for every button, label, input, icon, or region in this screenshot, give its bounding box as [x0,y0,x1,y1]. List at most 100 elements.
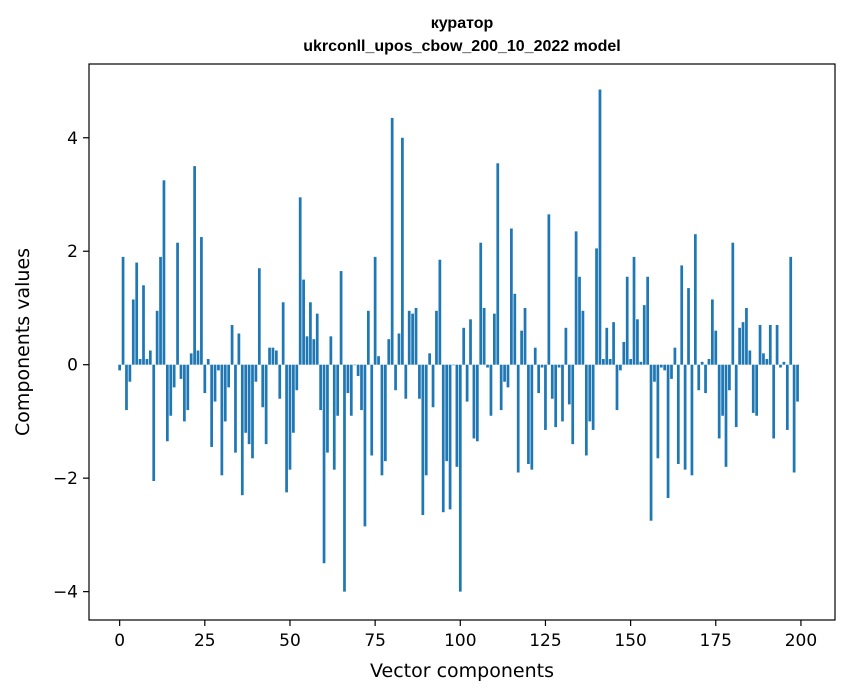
bar-7 [142,285,145,365]
bar-88 [418,364,421,399]
bar-62 [329,336,333,365]
bar-41 [257,268,261,365]
bar-144 [608,359,612,365]
bar-183 [741,322,745,365]
bar-136 [581,310,585,365]
bar-0 [118,364,122,371]
bar-197 [789,256,793,365]
bar-153 [639,361,643,365]
bar-82 [397,333,401,365]
bar-73 [366,310,370,365]
bar-83 [401,137,404,365]
bar-63 [332,364,336,470]
bar-143 [605,327,609,365]
bar-178 [724,364,728,467]
bar-31 [223,364,227,422]
bar-75 [373,256,377,365]
bar-106 [479,242,483,365]
bar-56 [309,302,312,365]
bar-93 [435,310,438,365]
bar-67 [346,364,350,394]
bar-8 [145,359,149,365]
bar-172 [704,364,707,394]
bar-1 [121,256,125,365]
bar-23 [196,350,200,365]
bar-45 [271,347,275,365]
bar-164 [676,364,680,464]
bar-158 [656,364,660,459]
bar-137 [584,364,588,456]
bar-120 [527,364,530,464]
y-tick-label: −4 [53,583,78,603]
bar-156 [649,364,653,521]
bar-132 [567,364,571,405]
bar-30 [220,364,224,476]
bar-38 [247,364,251,445]
bar-33 [230,324,234,365]
bar-146 [615,364,619,411]
bar-89 [421,364,425,516]
bar-48 [281,302,285,365]
bar-184 [745,307,748,365]
bar-104 [472,364,476,439]
bar-54 [302,279,305,365]
bar-92 [431,364,435,408]
bar-115 [510,228,513,365]
bar-157 [653,364,656,382]
bar-42 [261,364,265,408]
bar-173 [707,359,711,365]
bar-22 [193,166,196,365]
bar-108 [486,364,489,368]
bar-76 [377,356,380,365]
bar-19 [183,364,186,422]
bar-139 [591,364,595,430]
x-axis-label: Vector components [370,660,554,682]
y-axis-label: Components values [12,248,34,436]
bar-191 [768,324,772,365]
bar-27 [210,364,213,447]
bar-187 [755,364,759,416]
bar-127 [550,364,554,399]
bar-14 [165,364,169,442]
chart-title: куратор [431,15,494,32]
bar-122 [533,347,537,365]
bar-47 [278,364,282,399]
bar-112 [499,364,503,411]
bars-group [118,89,799,592]
bar-186 [751,364,755,413]
bar-103 [469,319,472,365]
bar-49 [285,364,288,493]
x-tick-label: 175 [700,631,732,651]
bar-11 [155,310,159,365]
bar-77 [380,364,384,476]
bar-147 [619,364,622,371]
bar-179 [728,364,731,391]
bar-135 [578,276,581,365]
bar-145 [612,322,615,365]
bar-18 [179,364,183,379]
bar-130 [561,364,564,422]
bar-34 [234,364,237,453]
bar-142 [602,359,605,365]
bar-129 [557,364,561,368]
bar-169 [693,234,697,365]
bar-58 [315,313,319,365]
bar-50 [288,364,292,470]
bar-12 [159,256,162,365]
x-axis-ticks: 0 25 50 75 100 125 150 175 200 [114,620,817,651]
bar-198 [792,364,796,473]
bar-168 [690,364,694,476]
bar-133 [571,364,575,445]
bar-160 [663,364,667,371]
bar-40 [254,364,258,382]
bar-26 [206,359,210,365]
bar-13 [162,180,166,365]
x-tick-label: 75 [364,631,386,651]
bar-161 [666,364,670,499]
bar-9 [148,350,152,365]
bar-3 [128,364,132,382]
bar-123 [537,364,541,394]
bar-110 [493,313,496,365]
bar-70 [356,364,360,377]
bar-64 [336,364,340,416]
